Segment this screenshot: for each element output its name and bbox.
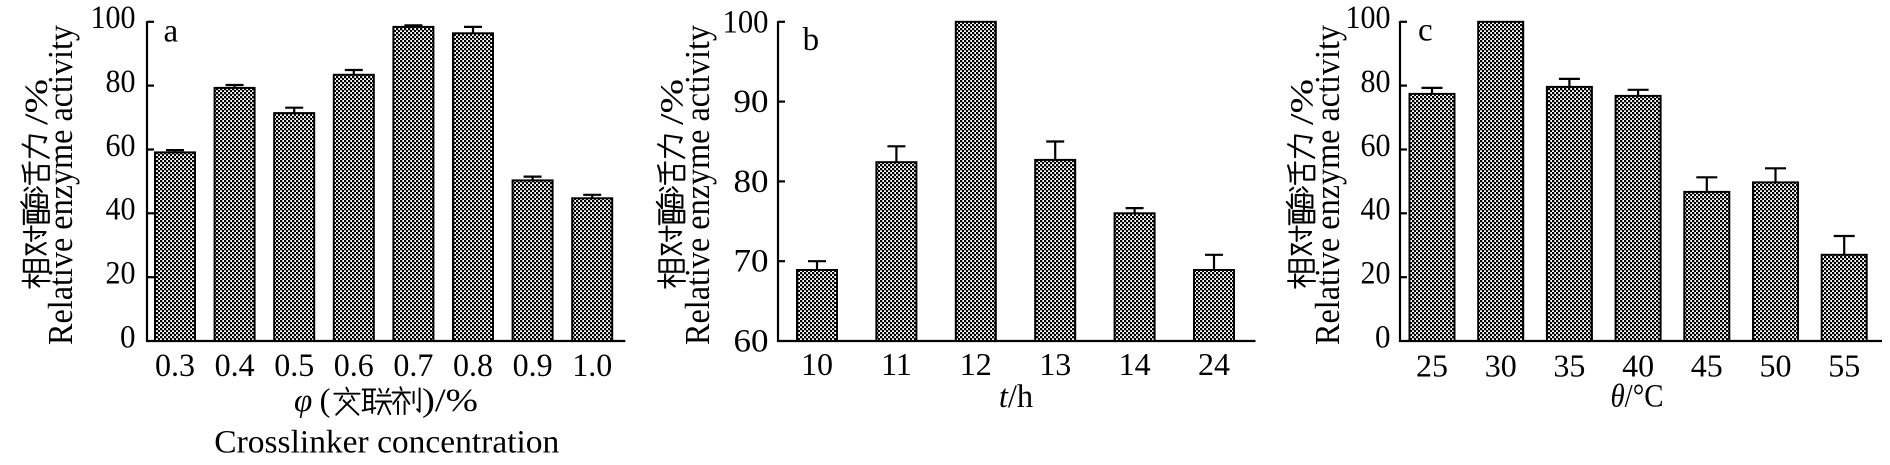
svg-text:50: 50 [1760, 348, 1792, 384]
svg-text:)/%: )/% [422, 383, 478, 419]
svg-text:55: 55 [1828, 348, 1860, 384]
svg-text:14: 14 [1119, 346, 1151, 382]
svg-text:60: 60 [1361, 128, 1391, 164]
svg-text:70: 70 [734, 244, 769, 280]
svg-text:c: c [1418, 13, 1433, 49]
svg-text:10: 10 [801, 346, 833, 382]
svg-text:0: 0 [1375, 319, 1391, 355]
svg-text:24: 24 [1198, 346, 1230, 382]
svg-text:13: 13 [1039, 346, 1071, 382]
svg-text:/%: /% [19, 79, 55, 125]
svg-text:1.0: 1.0 [572, 348, 612, 384]
svg-text:40: 40 [1622, 348, 1654, 384]
svg-text:35: 35 [1553, 348, 1585, 384]
svg-text:0.5: 0.5 [274, 348, 314, 384]
svg-text:a: a [164, 14, 179, 50]
svg-text:20: 20 [1361, 256, 1391, 292]
svg-text:0.4: 0.4 [215, 348, 255, 384]
svg-text:Crosslinker concentration: Crosslinker concentration [214, 425, 559, 461]
svg-text:90: 90 [734, 84, 769, 120]
svg-text:60: 60 [106, 128, 136, 164]
svg-text:/%: /% [1285, 79, 1321, 125]
svg-text:Relative enzyme activity: Relative enzyme activity [678, 25, 717, 345]
svg-text:100: 100 [91, 0, 136, 36]
svg-text:30: 30 [1485, 348, 1517, 384]
svg-text:60: 60 [734, 324, 769, 360]
svg-text:100: 100 [1346, 0, 1391, 36]
svg-text:0.9: 0.9 [513, 348, 553, 384]
svg-text:t/h: t/h [999, 379, 1033, 415]
svg-text:11: 11 [881, 346, 912, 382]
svg-text:(: ( [320, 383, 331, 419]
svg-text:Relative enzyme activity: Relative enzyme activity [41, 25, 80, 345]
svg-text:/%: /% [655, 79, 691, 125]
svg-text:80: 80 [734, 164, 769, 200]
svg-text:100: 100 [723, 4, 769, 40]
svg-text:θ/°C: θ/°C [1611, 379, 1664, 415]
svg-text:40: 40 [1361, 192, 1391, 228]
svg-text:0: 0 [120, 319, 136, 355]
svg-text:40: 40 [106, 192, 136, 228]
svg-text:φ: φ [294, 383, 312, 419]
svg-text:0.8: 0.8 [453, 348, 493, 384]
svg-text:25: 25 [1416, 348, 1448, 384]
svg-text:0.6: 0.6 [334, 348, 374, 384]
svg-text:b: b [803, 22, 820, 58]
svg-text:12: 12 [960, 346, 992, 382]
svg-text:20: 20 [106, 256, 136, 292]
svg-text:45: 45 [1691, 348, 1723, 384]
svg-text:0.7: 0.7 [393, 348, 433, 384]
svg-text:Relative enzyme activity: Relative enzyme activity [1308, 25, 1347, 345]
svg-text:80: 80 [1361, 64, 1391, 100]
svg-text:0.3: 0.3 [155, 348, 195, 384]
svg-text:80: 80 [106, 64, 136, 100]
